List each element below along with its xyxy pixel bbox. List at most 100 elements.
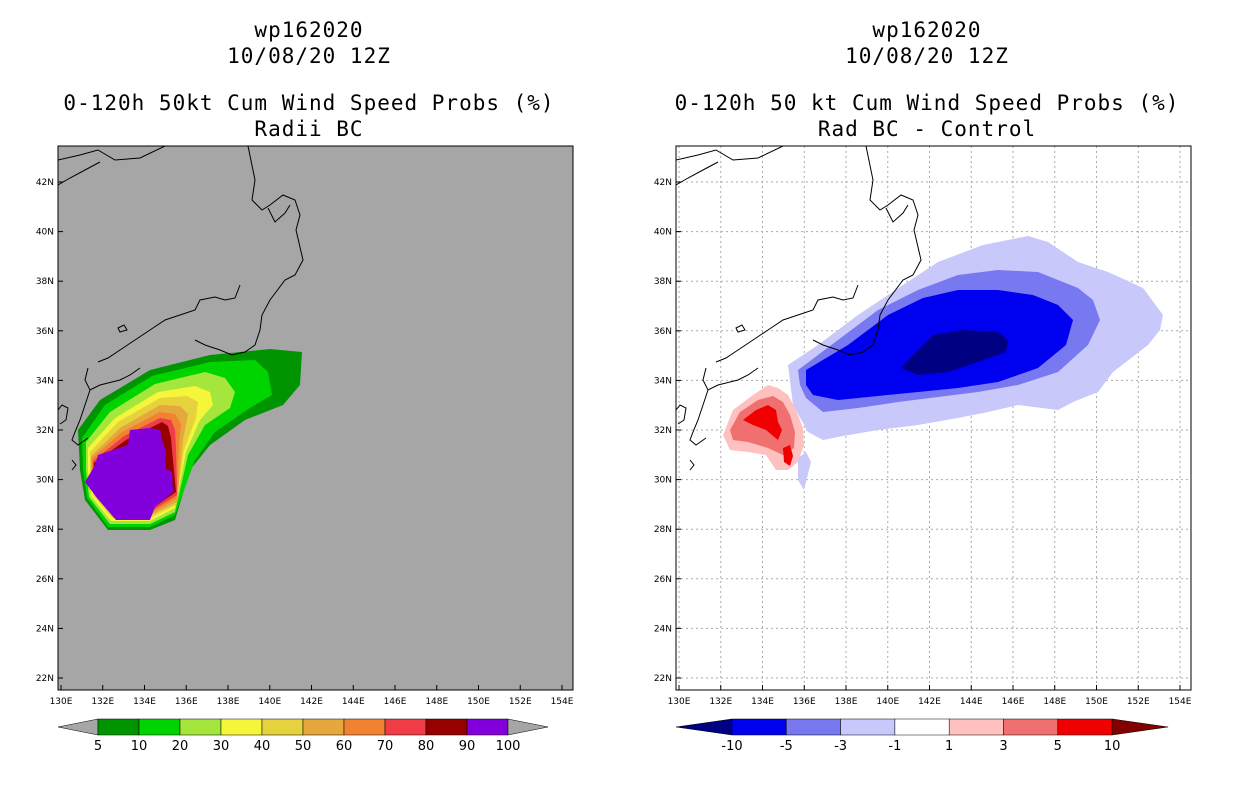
right-lon-axis: 130E 132E 134E 136E 138E 140E 142E 144E 146E 148E… bbox=[668, 685, 1192, 707]
left-colorbar-label: 5 bbox=[94, 739, 102, 754]
right-lat-label: 36N bbox=[654, 327, 672, 337]
right-lon-label: 146E bbox=[1002, 697, 1025, 707]
right-colorbar-label: -5 bbox=[780, 739, 793, 754]
right-coastlines bbox=[676, 146, 922, 471]
left-colorbar-label: 100 bbox=[496, 739, 521, 754]
left-colorbar-swatch bbox=[220, 718, 263, 736]
diff-below-minus10 bbox=[901, 330, 1008, 375]
left-lat-label: 32N bbox=[36, 426, 54, 436]
left-lon-label: 142E bbox=[300, 697, 323, 707]
left-title-block: wp162020 10/08/20 12Z bbox=[0, 17, 618, 69]
left-lon-label: 132E bbox=[91, 697, 114, 707]
left-lon-label: 134E bbox=[133, 697, 156, 707]
right-lat-label: 30N bbox=[654, 476, 672, 486]
right-product-title: 0-120h 50 kt Cum Wind Speed Probs (%) bbox=[674, 91, 1180, 115]
left-lon-label: 150E bbox=[467, 697, 490, 707]
left-lat-label: 22N bbox=[36, 674, 54, 684]
left-storm-id: wp162020 bbox=[254, 18, 364, 42]
left-colorbar-swatch bbox=[466, 718, 509, 736]
left-colorbar-swatch bbox=[384, 718, 427, 736]
left-lon-label: 136E bbox=[175, 697, 198, 707]
left-colorbar-swatch bbox=[138, 718, 181, 736]
right-lat-label: 38N bbox=[654, 277, 672, 287]
left-colorbar-under-triangle bbox=[57, 718, 99, 736]
right-datetime: 10/08/20 12Z bbox=[845, 44, 1009, 68]
left-lat-label: 26N bbox=[36, 575, 54, 585]
right-lat-label: 24N bbox=[654, 624, 672, 634]
left-colorbar-swatch bbox=[97, 718, 140, 736]
left-subtitle: Radii BC bbox=[254, 117, 364, 141]
right-lon-label: 138E bbox=[835, 697, 858, 707]
left-colorbar-swatch bbox=[179, 718, 222, 736]
right-colorbar-swatch bbox=[731, 718, 787, 736]
right-colorbar-under-triangle bbox=[675, 718, 733, 736]
left-colorbar-swatch bbox=[343, 718, 386, 736]
contour-90-100 bbox=[85, 428, 173, 520]
left-colorbar-label: 10 bbox=[131, 739, 148, 754]
left-map-frame bbox=[57, 145, 574, 691]
right-lon-label: 154E bbox=[1169, 697, 1192, 707]
left-lon-label: 130E bbox=[50, 697, 73, 707]
left-colorbar-label: 80 bbox=[418, 739, 435, 754]
right-lat-label: 32N bbox=[654, 426, 672, 436]
right-lat-axis: 22N 24N 26N 28N 30N 32N 34N 36N 38N 40N 42N bbox=[654, 178, 681, 684]
right-lat-label: 42N bbox=[654, 178, 672, 188]
left-lon-label: 140E bbox=[258, 697, 281, 707]
right-colorbar-label: -3 bbox=[834, 739, 847, 754]
right-colorbar-swatch bbox=[1057, 718, 1113, 736]
right-storm-id: wp162020 bbox=[872, 18, 982, 42]
right-lon-label: 136E bbox=[793, 697, 816, 707]
left-lat-label: 30N bbox=[36, 476, 54, 486]
right-colorbar-label: -10 bbox=[721, 739, 742, 754]
left-product-title: 0-120h 50kt Cum Wind Speed Probs (%) bbox=[63, 91, 555, 115]
left-colorbar-label: 70 bbox=[377, 739, 394, 754]
right-colorbar-label: 3 bbox=[999, 739, 1007, 754]
right-lat-label: 26N bbox=[654, 575, 672, 585]
right-subtitle: Rad BC - Control bbox=[817, 117, 1037, 141]
left-colorbar-swatch bbox=[261, 718, 304, 736]
left-lat-label: 34N bbox=[36, 376, 54, 386]
left-colorbar-label: 50 bbox=[295, 739, 312, 754]
left-lat-label: 40N bbox=[36, 228, 54, 238]
left-colorbar-label: 20 bbox=[172, 739, 189, 754]
right-colorbar-label: -1 bbox=[888, 739, 901, 754]
left-product-block: 0-120h 50kt Cum Wind Speed Probs (%) Rad… bbox=[0, 90, 618, 142]
right-colorbar-swatch bbox=[948, 718, 1004, 736]
left-lat-label: 36N bbox=[36, 327, 54, 337]
left-colorbar: 5 10 20 30 40 50 60 70 80 90 100 bbox=[57, 718, 549, 754]
right-lat-label: 22N bbox=[654, 674, 672, 684]
right-lon-label: 148E bbox=[1043, 697, 1066, 707]
right-lat-label: 34N bbox=[654, 376, 672, 386]
left-colorbar-swatch bbox=[425, 718, 468, 736]
left-lon-label: 146E bbox=[384, 697, 407, 707]
right-colorbar-swatch bbox=[894, 718, 950, 736]
left-colorbar-over-triangle bbox=[507, 718, 549, 736]
right-map-frame bbox=[675, 145, 1192, 691]
right-colorbar-label: 5 bbox=[1054, 739, 1062, 754]
left-colorbar-label: 60 bbox=[336, 739, 353, 754]
right-lon-label: 134E bbox=[751, 697, 774, 707]
right-lon-label: 130E bbox=[668, 697, 691, 707]
right-lon-label: 150E bbox=[1085, 697, 1108, 707]
left-datetime: 10/08/20 12Z bbox=[227, 44, 391, 68]
diff-minus1-tail bbox=[798, 452, 811, 490]
right-colorbar-over-triangle bbox=[1111, 718, 1169, 736]
left-lat-label: 38N bbox=[36, 277, 54, 287]
left-map: 130E 132E 134E 136E 138E 140E 142E 144E 146E 148E… bbox=[36, 145, 574, 754]
left-lon-label: 148E bbox=[425, 697, 448, 707]
left-colorbar-swatch bbox=[302, 718, 345, 736]
left-lat-label: 42N bbox=[36, 178, 54, 188]
right-map: 130E 132E 134E 136E 138E 140E 142E 144E 146E 148E… bbox=[654, 145, 1192, 754]
right-lon-label: 142E bbox=[918, 697, 941, 707]
right-lon-label: 144E bbox=[960, 697, 983, 707]
left-lon-label: 154E bbox=[551, 697, 574, 707]
right-product-block: 0-120h 50 kt Cum Wind Speed Probs (%) Ra… bbox=[618, 90, 1236, 142]
right-colorbar-swatch bbox=[1003, 718, 1059, 736]
right-colorbar-swatch bbox=[840, 718, 896, 736]
left-lon-axis: 130E 132E 134E 136E 138E 140E 142E 144E 146E 148E… bbox=[50, 685, 574, 707]
right-colorbar-label: 1 bbox=[945, 739, 953, 754]
left-lat-label: 28N bbox=[36, 525, 54, 535]
right-colorbar-swatch bbox=[786, 718, 841, 736]
diff-plus5-plus10 bbox=[743, 405, 782, 440]
right-lon-label: 140E bbox=[876, 697, 899, 707]
